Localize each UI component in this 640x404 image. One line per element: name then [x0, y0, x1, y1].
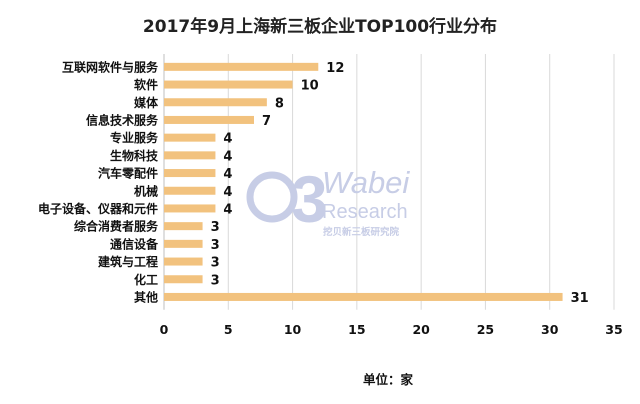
data-label: 4 — [223, 167, 232, 182]
bar — [164, 239, 203, 248]
category-label: 媒体 — [134, 95, 159, 110]
chart-title: 2017年9月上海新三板企业TOP100行业分布 — [143, 16, 497, 37]
watermark-brand: Wabei — [322, 165, 410, 200]
x-tick-labels: 0 5 10 15 20 25 30 35 — [160, 322, 623, 337]
bar — [164, 204, 216, 213]
x-tick-label: 15 — [348, 322, 365, 337]
bars — [164, 62, 563, 301]
watermark-logo-icon: 3 — [246, 162, 328, 236]
category-label: 互联网软件与服务 — [62, 59, 159, 74]
data-label: 3 — [211, 238, 220, 253]
watermark: 3 Wabei Research 挖贝新三板研究院 — [246, 162, 410, 238]
category-label: 汽车零配件 — [98, 166, 158, 181]
bar — [164, 62, 319, 71]
x-tick-label: 25 — [477, 322, 494, 337]
watermark-cn: 挖贝新三板研究院 — [323, 226, 400, 238]
bar — [164, 98, 267, 107]
data-label: 4 — [223, 185, 232, 200]
x-tick-label: 20 — [412, 322, 430, 337]
watermark-sub: Research — [322, 201, 408, 223]
data-label: 8 — [275, 96, 284, 111]
category-label: 电子设备、仪器和元件 — [38, 201, 158, 216]
data-label: 4 — [223, 132, 232, 147]
x-tick-label: 30 — [541, 322, 559, 337]
data-label: 3 — [211, 256, 220, 271]
bar — [164, 292, 563, 301]
data-label: 4 — [223, 149, 232, 164]
data-label: 4 — [223, 202, 232, 217]
x-axis-label: 单位：家 — [363, 372, 414, 387]
category-label: 综合消费者服务 — [74, 219, 159, 234]
x-tick-label: 5 — [224, 322, 233, 337]
category-label: 通信设备 — [110, 236, 159, 251]
category-labels: 互联网软件与服务软件媒体信息技术服务专业服务生物科技汽车零配件机械电子设备、仪器… — [38, 59, 159, 304]
data-label: 10 — [301, 79, 319, 94]
bar — [164, 133, 216, 142]
category-label: 化工 — [134, 272, 158, 287]
bar — [164, 115, 254, 124]
category-label: 信息技术服务 — [86, 112, 159, 127]
category-label: 建筑与工程 — [97, 254, 158, 269]
watermark-logo-text: 3 — [291, 162, 328, 236]
category-label: 生物科技 — [110, 148, 159, 163]
data-label: 12 — [326, 61, 344, 76]
x-tick-label: 10 — [284, 322, 302, 337]
category-label: 软件 — [134, 77, 158, 92]
category-label: 机械 — [134, 183, 158, 198]
bar — [164, 222, 203, 231]
x-tick-label: 35 — [605, 322, 622, 337]
bar — [164, 80, 293, 89]
grid — [163, 54, 615, 310]
bar — [164, 186, 216, 195]
bar — [164, 275, 203, 284]
x-tick-label: 0 — [160, 322, 169, 337]
category-label: 专业服务 — [110, 130, 159, 145]
data-label: 7 — [262, 114, 271, 129]
bar — [164, 151, 216, 160]
data-label: 31 — [571, 291, 589, 306]
data-label: 3 — [211, 220, 220, 235]
bar — [164, 169, 216, 178]
category-label: 其他 — [134, 289, 158, 304]
data-label: 3 — [211, 273, 220, 288]
bar — [164, 257, 203, 266]
